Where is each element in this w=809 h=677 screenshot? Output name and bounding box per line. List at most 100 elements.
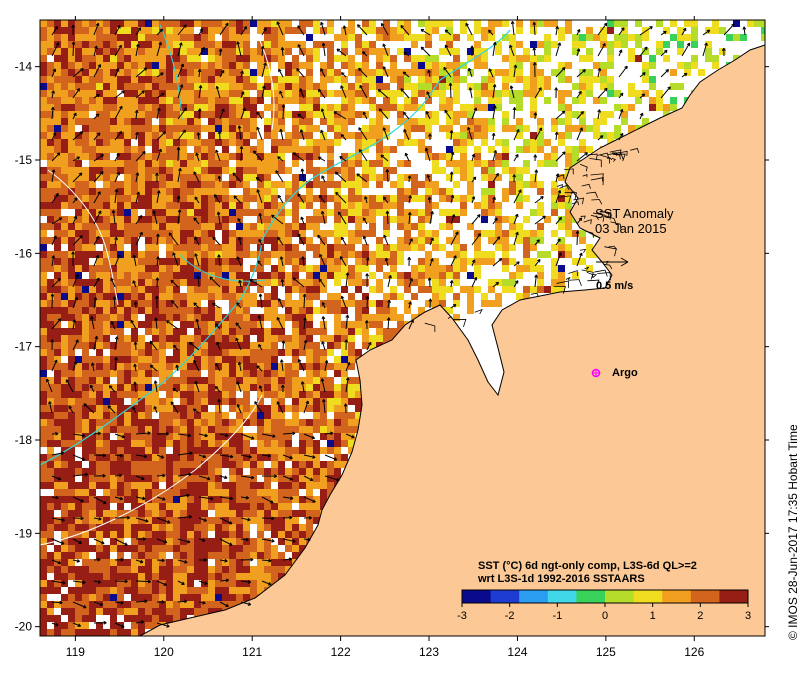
sst-cell bbox=[68, 265, 75, 272]
sst-cell bbox=[124, 496, 131, 503]
sst-cell bbox=[194, 286, 201, 293]
sst-cell bbox=[159, 55, 166, 62]
sst-cell bbox=[348, 230, 355, 237]
sst-cell bbox=[166, 510, 173, 517]
sst-cell bbox=[208, 482, 215, 489]
sst-cell bbox=[257, 265, 264, 272]
sst-cell bbox=[551, 272, 558, 279]
sst-cell bbox=[138, 55, 145, 62]
sst-cell bbox=[131, 384, 138, 391]
sst-cell bbox=[292, 363, 299, 370]
sst-cell bbox=[61, 132, 68, 139]
sst-cell bbox=[103, 426, 110, 433]
sst-cell bbox=[334, 328, 341, 335]
sst-cell bbox=[530, 41, 537, 48]
sst-cell bbox=[145, 356, 152, 363]
sst-cell bbox=[600, 132, 607, 139]
sst-cell bbox=[236, 230, 243, 237]
sst-cell bbox=[432, 279, 439, 286]
sst-cell bbox=[75, 552, 82, 559]
sst-cell bbox=[502, 230, 509, 237]
sst-cell bbox=[600, 111, 607, 118]
sst-cell bbox=[397, 188, 404, 195]
sst-cell bbox=[103, 125, 110, 132]
sst-cell bbox=[145, 34, 152, 41]
current-vector bbox=[283, 105, 284, 119]
sst-cell bbox=[47, 510, 54, 517]
sst-cell bbox=[425, 125, 432, 132]
sst-cell bbox=[481, 55, 488, 62]
sst-cell bbox=[292, 244, 299, 251]
sst-cell bbox=[334, 34, 341, 41]
sst-cell bbox=[82, 545, 89, 552]
sst-cell bbox=[355, 398, 362, 405]
sst-cell bbox=[54, 587, 61, 594]
sst-cell bbox=[243, 139, 250, 146]
sst-cell bbox=[509, 34, 516, 41]
sst-cell bbox=[453, 167, 460, 174]
sst-cell bbox=[516, 265, 523, 272]
sst-cell bbox=[103, 153, 110, 160]
sst-cell bbox=[215, 489, 222, 496]
sst-cell bbox=[110, 461, 117, 468]
sst-cell bbox=[145, 132, 152, 139]
sst-cell bbox=[348, 195, 355, 202]
sst-cell bbox=[712, 20, 719, 27]
sst-cell bbox=[208, 118, 215, 125]
sst-cell bbox=[292, 517, 299, 524]
sst-cell bbox=[376, 55, 383, 62]
sst-cell bbox=[306, 377, 313, 384]
sst-cell bbox=[257, 83, 264, 90]
sst-cell bbox=[166, 587, 173, 594]
sst-cell bbox=[110, 524, 117, 531]
sst-cell bbox=[271, 384, 278, 391]
sst-cell bbox=[278, 139, 285, 146]
sst-cell bbox=[488, 251, 495, 258]
sst-cell bbox=[54, 111, 61, 118]
sst-cell bbox=[180, 349, 187, 356]
sst-cell bbox=[502, 118, 509, 125]
sst-cell bbox=[236, 314, 243, 321]
sst-cell bbox=[502, 20, 509, 27]
sst-cell bbox=[397, 202, 404, 209]
sst-cell bbox=[145, 167, 152, 174]
sst-cell bbox=[453, 293, 460, 300]
sst-cell bbox=[348, 321, 355, 328]
sst-cell bbox=[96, 405, 103, 412]
sst-cell bbox=[138, 447, 145, 454]
sst-cell bbox=[558, 195, 565, 202]
sst-cell bbox=[40, 412, 47, 419]
sst-cell bbox=[152, 461, 159, 468]
sst-cell bbox=[201, 188, 208, 195]
sst-cell bbox=[572, 125, 579, 132]
sst-cell bbox=[292, 468, 299, 475]
sst-cell bbox=[166, 426, 173, 433]
sst-cell bbox=[565, 223, 572, 230]
sst-cell bbox=[292, 447, 299, 454]
sst-cell bbox=[68, 594, 75, 601]
sst-cell bbox=[530, 27, 537, 34]
sst-cell bbox=[131, 167, 138, 174]
sst-cell bbox=[82, 83, 89, 90]
sst-cell bbox=[264, 384, 271, 391]
sst-cell bbox=[208, 97, 215, 104]
sst-cell bbox=[75, 545, 82, 552]
sst-cell bbox=[40, 286, 47, 293]
sst-cell bbox=[488, 300, 495, 307]
sst-cell bbox=[194, 503, 201, 510]
sst-cell bbox=[180, 573, 187, 580]
sst-cell bbox=[89, 125, 96, 132]
sst-cell bbox=[264, 237, 271, 244]
sst-cell bbox=[110, 230, 117, 237]
sst-cell bbox=[103, 559, 110, 566]
sst-cell bbox=[40, 629, 47, 636]
sst-cell bbox=[131, 146, 138, 153]
sst-cell bbox=[376, 265, 383, 272]
sst-cell bbox=[75, 223, 82, 230]
sst-cell bbox=[180, 216, 187, 223]
sst-cell bbox=[40, 356, 47, 363]
sst-cell bbox=[54, 405, 61, 412]
sst-cell bbox=[222, 160, 229, 167]
sst-cell bbox=[159, 594, 166, 601]
sst-cell bbox=[166, 384, 173, 391]
